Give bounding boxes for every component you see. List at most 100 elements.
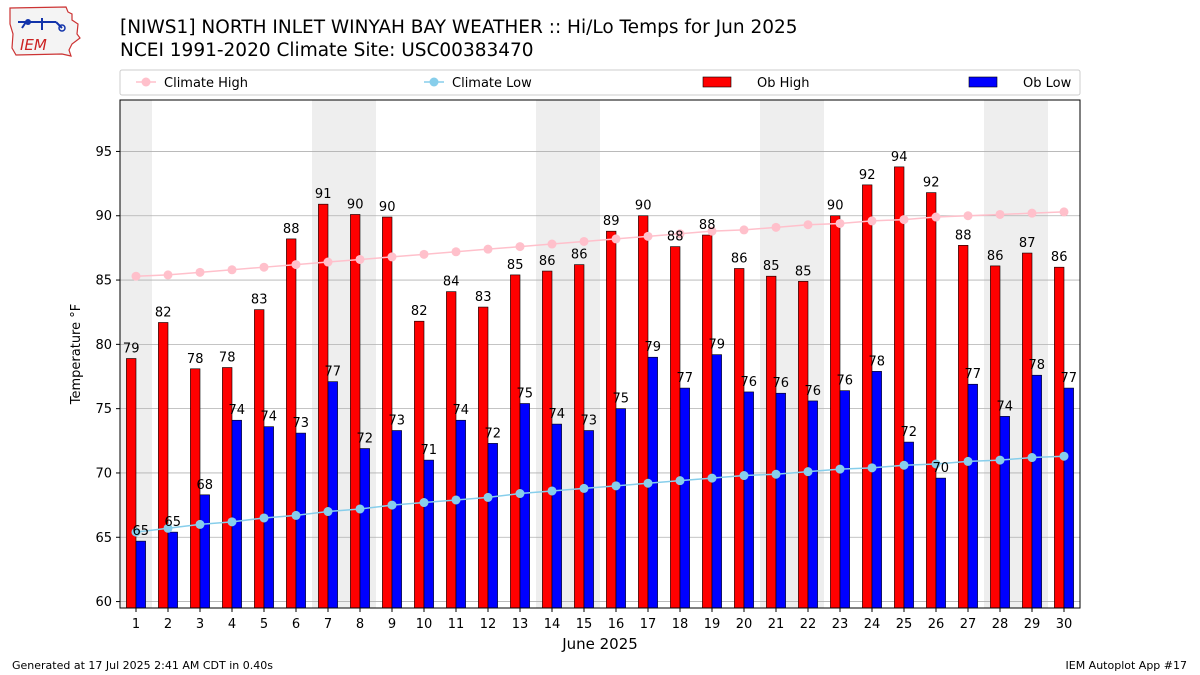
climate-low-point xyxy=(163,523,173,533)
ob-high-label: 88 xyxy=(283,222,300,237)
climate-high-point xyxy=(1027,208,1037,218)
ob-low-bar xyxy=(327,381,338,609)
climate-high-point xyxy=(803,220,813,230)
climate-low-point xyxy=(611,481,621,491)
ob-low-bar xyxy=(359,448,370,609)
app-label: IEM Autoplot App #17 xyxy=(1065,659,1188,672)
x-tick-label: 25 xyxy=(896,617,913,632)
ob-high-label: 90 xyxy=(379,200,396,215)
ob-low-label: 78 xyxy=(1029,358,1046,373)
ob-high-label: 88 xyxy=(699,218,716,233)
y-tick-label: 60 xyxy=(95,595,112,610)
climate-high-point xyxy=(131,271,141,281)
climate-high-point xyxy=(579,236,589,246)
logo-text: IEM xyxy=(20,36,47,54)
ob-low-bar xyxy=(391,430,402,609)
ob-high-label: 86 xyxy=(987,249,1004,264)
climate-low-point xyxy=(739,471,749,481)
climate-low-point xyxy=(931,459,941,469)
climate-low-point xyxy=(643,478,653,488)
ob-low-bar xyxy=(487,443,498,609)
ob-low-label: 79 xyxy=(645,340,662,355)
x-tick-label: 6 xyxy=(292,617,300,632)
ob-high-bar xyxy=(542,270,553,609)
climate-low-point xyxy=(547,486,557,496)
climate-low-point xyxy=(995,455,1005,465)
x-tick-label: 14 xyxy=(544,617,561,632)
legend-label: Climate High xyxy=(164,76,248,91)
ob-high-bar xyxy=(1022,252,1033,609)
climate-high-point xyxy=(867,216,877,226)
climate-low-point xyxy=(803,467,813,477)
ob-low-bar xyxy=(679,387,690,609)
ob-high-label: 86 xyxy=(539,254,556,269)
ob-low-label: 76 xyxy=(805,384,822,399)
climate-low-point xyxy=(835,464,845,474)
ob-low-label: 68 xyxy=(197,478,214,493)
x-tick-label: 12 xyxy=(480,617,497,632)
climate-low-point xyxy=(195,519,205,529)
ob-low-label: 74 xyxy=(229,403,246,418)
climate-low-point xyxy=(515,489,525,499)
legend-label: Ob High xyxy=(757,76,810,91)
ob-low-label: 73 xyxy=(581,414,598,429)
ob-high-bar xyxy=(862,184,873,609)
grid-lines xyxy=(120,151,1080,602)
y-tick-label: 95 xyxy=(95,145,112,160)
climate-high-point xyxy=(611,234,621,244)
climate-high-point xyxy=(675,229,685,239)
y-tick-label: 80 xyxy=(95,338,112,353)
ob-low-bar xyxy=(807,400,818,609)
climate-low-point xyxy=(771,469,781,479)
ob-high-label: 86 xyxy=(571,248,588,263)
page-title: [NIWS1] NORTH INLET WINYAH BAY WEATHER :… xyxy=(120,17,798,38)
x-tick-label: 22 xyxy=(800,617,817,632)
ob-high-label: 86 xyxy=(731,251,748,266)
climate-low-point xyxy=(323,507,333,517)
ob-high-bar xyxy=(958,245,969,609)
x-tick-label: 24 xyxy=(864,617,881,632)
ob-high-bar xyxy=(254,309,265,609)
climate-low-point xyxy=(131,527,141,537)
ob-low-label: 77 xyxy=(677,371,694,386)
climate-high-point xyxy=(547,239,557,249)
legend-swatch xyxy=(968,76,998,88)
climate-high-point xyxy=(899,215,909,225)
ob-low-label: 71 xyxy=(421,443,438,458)
x-axis-label: June 2025 xyxy=(561,635,638,653)
ob-high-label: 82 xyxy=(411,304,428,319)
ob-low-bar xyxy=(1031,374,1042,609)
ob-high-label: 85 xyxy=(507,258,524,273)
ob-low-label: 65 xyxy=(133,524,150,539)
y-tick-label: 90 xyxy=(95,209,112,224)
x-tick-label: 15 xyxy=(576,617,593,632)
ob-high-label: 84 xyxy=(443,275,460,290)
x-tick-label: 23 xyxy=(832,617,849,632)
climate-high-point xyxy=(323,257,333,267)
ob-high-label: 85 xyxy=(763,259,780,274)
ob-low-label: 74 xyxy=(453,403,470,418)
x-tick-label: 30 xyxy=(1056,617,1073,632)
ob-high-bar xyxy=(702,234,713,609)
ob-high-bar xyxy=(798,281,809,609)
ob-high-bar xyxy=(446,291,457,609)
y-tick-label: 70 xyxy=(95,466,112,481)
ob-high-bar xyxy=(1054,266,1065,609)
ob-low-label: 72 xyxy=(357,432,374,447)
climate-low-point xyxy=(579,483,589,493)
ob-high-bar xyxy=(126,358,137,609)
x-tick-label: 18 xyxy=(672,617,689,632)
ob-low-bar xyxy=(743,391,754,609)
ob-low-bar xyxy=(423,459,434,609)
climate-high-point xyxy=(355,254,365,264)
bar-labels: 79 65 82 65 78 68 78 74 83 74 88 73 91 77 90 72 90 73 82 71… xyxy=(123,150,1077,539)
ob-low-bar xyxy=(199,494,210,609)
legend: Climate High Climate Low Ob High Ob Low xyxy=(119,69,1081,96)
climate-low-point xyxy=(963,456,973,466)
ob-low-bar xyxy=(999,416,1010,609)
climate-lines xyxy=(131,207,1069,537)
x-tick-label: 7 xyxy=(324,617,332,632)
x-tick-label: 8 xyxy=(356,617,364,632)
ob-high-bar xyxy=(574,264,585,609)
legend-swatch xyxy=(702,76,732,88)
